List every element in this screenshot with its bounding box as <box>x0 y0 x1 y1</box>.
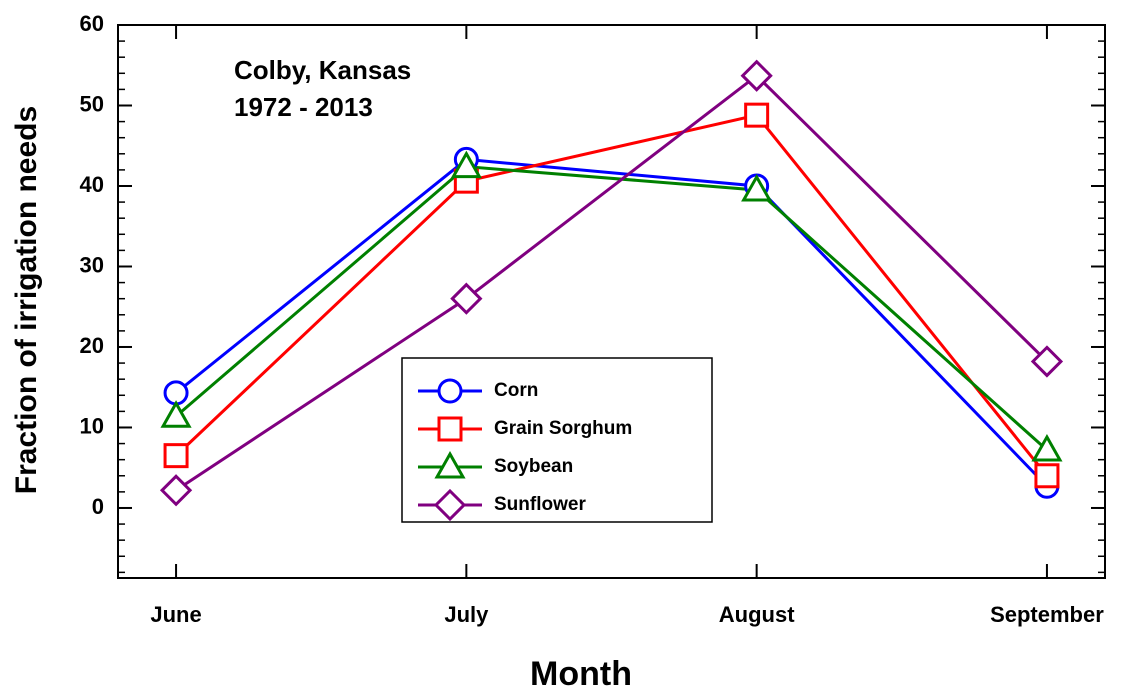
annotation: Colby, Kansas <box>234 55 411 85</box>
series-line <box>175 157 1049 488</box>
y-tick-label: 30 <box>80 252 104 277</box>
legend-label: Soybean <box>494 456 573 477</box>
series-line <box>175 165 1048 452</box>
x-tick-label: August <box>719 602 795 627</box>
y-tick-label: 20 <box>80 333 104 358</box>
x-axis-title: Month <box>530 655 632 693</box>
y-tick-label: 40 <box>80 172 104 197</box>
x-tick-label: June <box>150 602 201 627</box>
y-tick-label: 60 <box>80 11 104 36</box>
y-tick-label: 50 <box>80 91 104 116</box>
plot-frame <box>117 24 1106 579</box>
series-line <box>175 73 1048 492</box>
y-tick-label: 0 <box>92 494 104 519</box>
legend-label: Corn <box>494 380 538 401</box>
legend-marker <box>437 416 463 442</box>
data-point <box>744 102 770 128</box>
data-point <box>450 150 482 179</box>
series-line <box>175 113 1049 477</box>
legend-label: Grain Sorghum <box>494 418 632 439</box>
x-tick-label: July <box>444 602 489 627</box>
data-point <box>741 173 773 202</box>
legend-marker <box>434 450 466 479</box>
legend-label: Sunflower <box>494 494 586 515</box>
data-point <box>1030 345 1064 378</box>
y-axis-title: Fraction of irrigation needs <box>10 106 43 494</box>
y-tick-label: 10 <box>80 413 104 438</box>
data-point <box>740 59 773 92</box>
data-point <box>160 400 192 428</box>
legend-marker <box>433 488 467 522</box>
annotation: 1972 - 2013 <box>234 92 373 122</box>
data-point <box>159 474 193 507</box>
data-point <box>450 282 483 315</box>
data-point <box>1031 433 1063 462</box>
data-point <box>163 443 189 469</box>
x-tick-label: September <box>990 602 1104 627</box>
legend-marker <box>437 378 463 404</box>
data-point <box>1034 463 1060 489</box>
